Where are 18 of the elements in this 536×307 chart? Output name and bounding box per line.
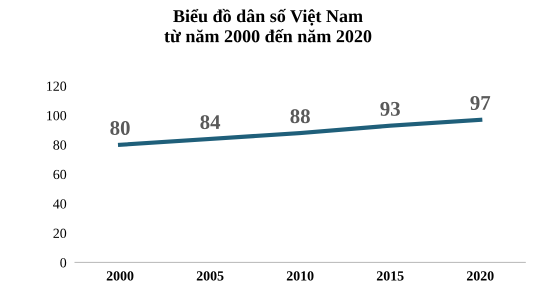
y-tick-label: 60 bbox=[53, 170, 66, 180]
x-tick-label: 2010 bbox=[286, 271, 314, 281]
x-tick-label: 2005 bbox=[196, 271, 224, 281]
data-label: 88 bbox=[290, 109, 310, 124]
data-label: 97 bbox=[470, 96, 490, 110]
y-tick-label: 100 bbox=[47, 110, 66, 120]
data-label: 84 bbox=[200, 115, 220, 130]
chart-title: Biểu đồ dân số Việt Nam từ năm 2000 đến năm 2020 bbox=[164, 8, 372, 42]
y-tick-label: 0 bbox=[60, 258, 66, 268]
y-tick-label: 20 bbox=[53, 228, 66, 238]
x-tick-label: 2015 bbox=[376, 271, 404, 281]
data-label: 80 bbox=[110, 120, 130, 136]
y-tick-label: 40 bbox=[53, 199, 66, 209]
y-tick-label: 120 bbox=[47, 82, 66, 91]
y-tick-label: 80 bbox=[53, 140, 66, 150]
x-tick-label: 2020 bbox=[466, 271, 494, 281]
data-label: 93 bbox=[380, 102, 400, 116]
x-tick-label: 2000 bbox=[106, 271, 134, 281]
